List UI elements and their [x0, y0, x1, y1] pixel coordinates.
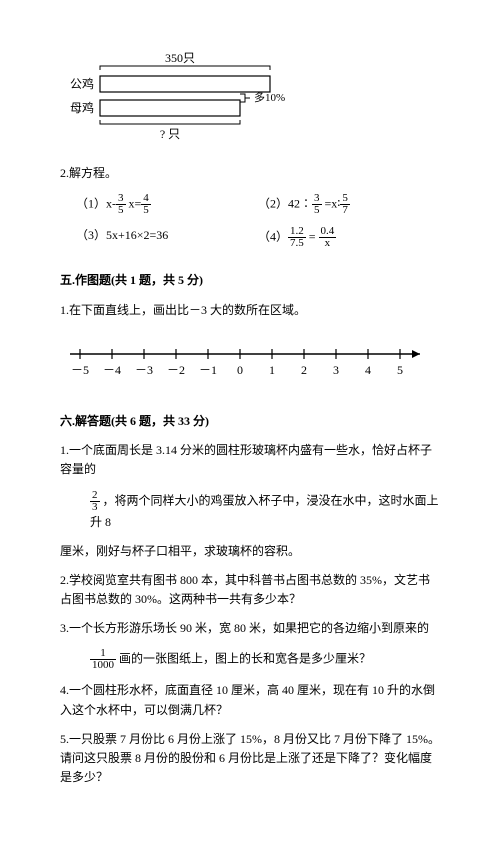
- section6-q5: 5.一只股票 7 月份比 6 月份上涨了 15%，8 月份又比 7 月份下降了 …: [60, 730, 440, 788]
- tick-label: －1: [199, 363, 217, 377]
- section6-title: 六.解答题(共 6 题，共 33 分): [60, 412, 440, 431]
- ticks-group: －5 －4 －3 －2 －1 0 1 2 3 4 5: [71, 349, 403, 377]
- number-line-svg: －5 －4 －3 －2 －1 0 1 2 3 4 5: [60, 334, 440, 384]
- tick-label: 0: [237, 363, 243, 377]
- tick-label: －2: [167, 363, 185, 377]
- section6-q3a: 3.一个长方形游乐场长 90 米，宽 80 米，如果把它的各边缩小到原来的: [60, 619, 440, 638]
- diagram-svg: 350只 公鸡 母鸡 多10% ? 只: [70, 50, 330, 140]
- eq2: （2）42∶35 =x∶57: [258, 193, 440, 216]
- section5-title: 五.作图题(共 1 题，共 5 分): [60, 271, 440, 290]
- q2-title: 2.解方程。: [60, 164, 440, 183]
- section5-q1: 1.在下面直线上，画出比－3 大的数所在区域。: [60, 301, 440, 320]
- eq4-prefix: （4）: [258, 230, 288, 244]
- extra-label: 多10%: [254, 90, 285, 104]
- number-line: －5 －4 －3 －2 －1 0 1 2 3 4 5: [60, 334, 440, 390]
- q1-frac: 23: [90, 490, 100, 513]
- section6-q3b: 画的一张图纸上，图上的长和宽各是多少厘米？: [119, 652, 371, 666]
- axis-arrow: [412, 350, 420, 358]
- section6-q2: 2.学校阅览室共有图书 800 本，其中科普书占图书总数的 35%，文艺书占图书…: [60, 571, 440, 609]
- eq4-mid: =: [306, 230, 319, 244]
- question-label: ? 只: [160, 127, 180, 140]
- eq1-frac1: 35: [116, 193, 126, 216]
- eq2-frac1: 35: [312, 193, 322, 216]
- eq3: （3）5x+16×2=36: [76, 226, 258, 249]
- eq2-frac2: 57: [340, 193, 350, 216]
- tick-label: －3: [135, 363, 153, 377]
- section6-q3-fracline: 11000 画的一张图纸上，图上的长和宽各是多少厘米？: [60, 648, 440, 671]
- chicken-diagram: 350只 公鸡 母鸡 多10% ? 只: [70, 50, 440, 146]
- section6-q1-fracline: 23 ，将两个同样大小的鸡蛋放入杯子中，浸没在水中，这时水面上升 8: [60, 490, 440, 532]
- eq4: （4）1.27.5 = 0.4x: [258, 226, 440, 249]
- extra-bracket: [240, 94, 250, 102]
- eq1: （1）x-35 x=45: [76, 193, 258, 216]
- eq1-prefix: （1）x-: [76, 197, 116, 211]
- section6-q1c: 厘米，刚好与杯子口相平，求玻璃杯的容积。: [60, 542, 440, 561]
- tick-label: －4: [103, 363, 121, 377]
- eq4-frac1: 1.27.5: [288, 226, 306, 249]
- q3-frac: 11000: [90, 648, 116, 671]
- eq1-frac2: 45: [141, 193, 151, 216]
- top-bracket: [100, 66, 270, 70]
- section6-q1b: ，将两个同样大小的鸡蛋放入杯子中，浸没在水中，这时水面上升 8: [90, 493, 439, 529]
- male-label: 公鸡: [70, 76, 94, 91]
- tick-label: 4: [365, 363, 371, 377]
- equation-row-2: （3）5x+16×2=36 （4）1.27.5 = 0.4x: [60, 226, 440, 249]
- female-label: 母鸡: [70, 100, 94, 115]
- eq2-prefix: （2）42∶: [258, 197, 312, 211]
- male-bar: [100, 76, 270, 92]
- tick-label: 5: [397, 363, 403, 377]
- tick-label: 3: [333, 363, 339, 377]
- tick-label: －5: [71, 363, 89, 377]
- eq2-mid: =x∶: [322, 197, 341, 211]
- section6-q4: 4.一个圆柱形水杯，底面直径 10 厘米，高 40 厘米，现在有 10 升的水倒…: [60, 681, 440, 719]
- equation-row-1: （1）x-35 x=45 （2）42∶35 =x∶57: [60, 193, 440, 216]
- tick-label: 2: [301, 363, 307, 377]
- eq4-frac2: 0.4x: [319, 226, 337, 249]
- eq1-mid: x=: [126, 197, 142, 211]
- bottom-bracket: [100, 120, 240, 124]
- top-label: 350只: [165, 51, 195, 65]
- tick-label: 1: [269, 363, 275, 377]
- female-bar: [100, 100, 240, 116]
- section6-q1a: 1.一个底面周长是 3.14 分米的圆柱形玻璃杯内盛有一些水，恰好占杯子容量的: [60, 441, 440, 479]
